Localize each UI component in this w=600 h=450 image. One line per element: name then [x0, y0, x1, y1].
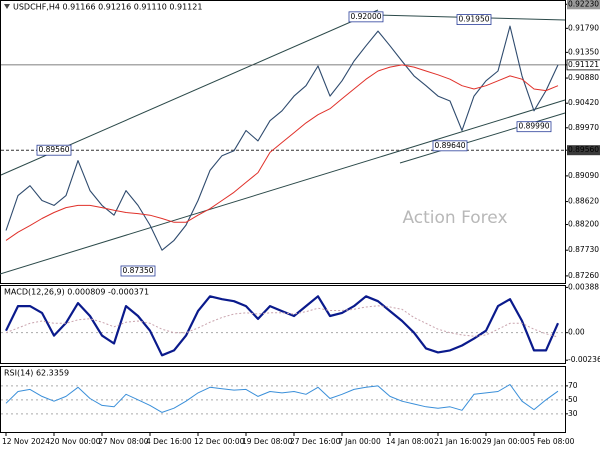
y-tick-label: 0.88200	[568, 220, 599, 229]
y-tick-label: 0.87730	[568, 245, 599, 254]
y-tick-label: 0.91350	[568, 47, 599, 56]
x-tick-label: 27 Dec 16:00	[290, 437, 341, 446]
price-annotation: 0.89560	[38, 145, 69, 154]
symbol-icon	[4, 4, 10, 9]
y-tick-label: 0.00	[568, 328, 585, 337]
y-tick-label: 0.88620	[568, 197, 599, 206]
x-tick-label: 29 Jan 00:00	[482, 437, 530, 446]
series-line	[5, 295, 560, 357]
y-tick-label: 50	[568, 395, 578, 404]
price-annotation-box	[456, 14, 492, 25]
x-tick-label: 12 Nov 2024	[2, 437, 50, 446]
macd-panel-frame	[0, 285, 566, 364]
series-line	[5, 64, 559, 241]
series-line	[5, 384, 559, 413]
x-tick-label: 19 Dec 08:00	[242, 437, 293, 446]
x-tick-label: 12 Dec 00:00	[194, 437, 245, 446]
y-tick-label: 0.90880	[568, 73, 599, 82]
price-annotation-box	[432, 140, 468, 152]
y-tick-label: 0.90420	[568, 98, 599, 107]
price-annotation-box	[348, 11, 384, 23]
y-tick-label: 0.89970	[568, 123, 599, 132]
panel-title: MACD(12,26,9) 0.000809 -0.000371	[4, 288, 149, 297]
chart-title: USDCHF,H4 0.91166 0.91216 0.91110 0.9112…	[13, 3, 202, 12]
price-annotation: 0.89990	[518, 122, 549, 131]
x-tick-label: 5 Feb 08:00	[530, 437, 575, 446]
y-tick-label: 0.89560	[568, 145, 599, 154]
price-annotation: 0.91950	[458, 15, 489, 24]
y-tick-label: 0.91790	[568, 23, 599, 32]
price-annotation: 0.92000	[350, 12, 381, 21]
price-annotation-box	[516, 121, 552, 133]
y-tick-label: 70	[568, 381, 578, 390]
x-tick-label: 14 Jan 08:00	[386, 437, 434, 446]
y-tick-label: 0.89090	[568, 171, 599, 180]
tick-box	[567, 145, 600, 156]
x-tick-label: 4 Dec 16:00	[146, 437, 192, 446]
price-annotation-box	[120, 265, 156, 277]
y-tick-label: 30	[568, 409, 578, 418]
y-tick-label: 0.91121	[568, 60, 599, 69]
y-tick-label: 0.00388	[568, 282, 599, 291]
tick-box	[567, 0, 600, 10]
x-tick-label: 21 Jan 16:00	[434, 437, 482, 446]
watermark: Action Forex	[402, 208, 507, 228]
price-annotation: 0.89640	[434, 141, 465, 150]
tick-box	[566, 59, 600, 71]
y-tick-label: -0.002361	[568, 355, 600, 364]
panel-title: RSI(14) 62.3359	[4, 369, 69, 378]
x-tick-label: 27 Nov 08:00	[98, 437, 149, 446]
price-annotation: 0.87350	[122, 266, 153, 275]
y-tick-label: 0.87260	[568, 271, 599, 280]
price-annotation-box	[36, 144, 72, 156]
y-tick-label: 0.92230	[568, 0, 599, 8]
x-tick-label: 20 Nov 00:00	[50, 437, 101, 446]
x-tick-label: 7 Jan 00:00	[338, 437, 381, 446]
price-panel-frame	[0, 0, 566, 284]
series-line	[5, 25, 559, 251]
channel-lower	[0, 99, 566, 275]
